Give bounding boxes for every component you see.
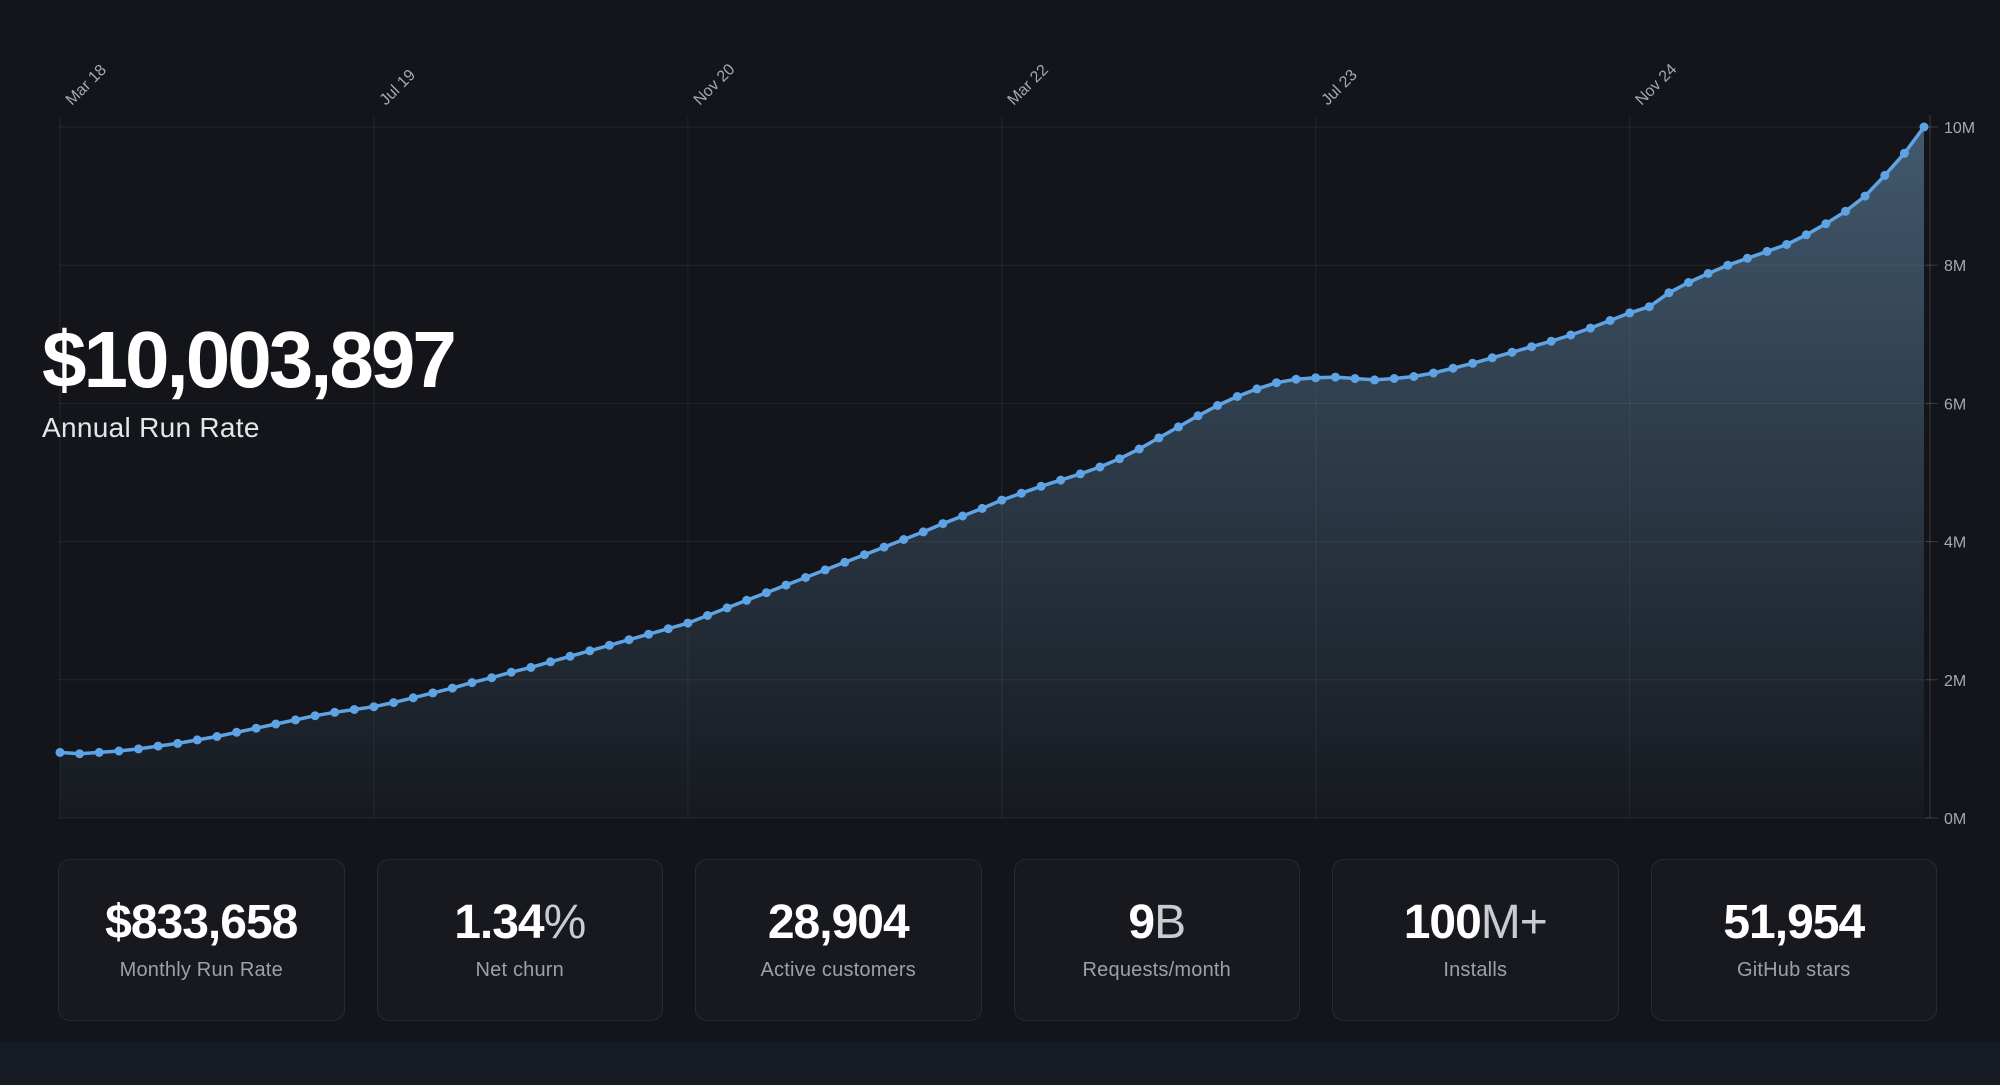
stat-value-number: 9	[1128, 895, 1155, 949]
svg-text:6M: 6M	[1944, 396, 1966, 413]
chart-x-axis-labels: Mar 18 Jul 19 Nov 20 Mar 22 Jul 23 Nov 24	[63, 61, 1681, 109]
stat-value-suffix: M+	[1480, 895, 1548, 949]
stat-value: 28,904	[767, 895, 910, 949]
chart-data-points	[55, 122, 1929, 759]
stat-value-number: 51,954	[1723, 895, 1865, 949]
stat-value-number: 28,904	[767, 895, 910, 949]
stat-value-number: 1.34	[454, 895, 544, 949]
stat-value: 100M+	[1403, 895, 1548, 949]
arr-headline-value: $10,003,897	[42, 315, 457, 404]
stat-label: Requests/month	[1082, 958, 1231, 981]
stat-label: GitHub stars	[1736, 958, 1851, 981]
svg-text:10M: 10M	[1944, 120, 1975, 137]
stat-card-requests-per-month: 9B Requests/month	[1013, 859, 1300, 1021]
stat-label: Net churn	[475, 958, 564, 981]
stat-value-number: 100	[1403, 895, 1482, 949]
svg-text:2M: 2M	[1944, 673, 1966, 690]
svg-text:8M: 8M	[1944, 258, 1966, 275]
svg-text:4M: 4M	[1944, 535, 1966, 552]
arr-headline: $10,003,897 Annual Run Rate	[42, 315, 457, 444]
stat-value: 9B	[1128, 895, 1186, 949]
svg-text:Jul 19: Jul 19	[377, 67, 419, 109]
stat-label: Monthly Run Rate	[119, 958, 283, 981]
stat-card-github-stars: 51,954 GitHub stars	[1650, 859, 1937, 1021]
chart-y-axis-labels: 0M 2M 4M 6M 8M 10M	[1944, 120, 1975, 828]
stat-label: Installs	[1443, 958, 1508, 981]
svg-text:Jul 23: Jul 23	[1319, 67, 1361, 109]
stat-value: $833,658	[105, 895, 298, 949]
stats-row: $833,658 Monthly Run Rate 1.34% Net chur…	[58, 859, 1937, 1021]
bottom-strip	[0, 1041, 2000, 1085]
chart-area-fill	[60, 127, 1924, 818]
svg-text:Nov 20: Nov 20	[691, 61, 739, 109]
svg-text:Mar 18: Mar 18	[63, 62, 110, 109]
stat-label: Active customers	[760, 958, 916, 981]
stat-card-installs: 100M+ Installs	[1332, 859, 1619, 1021]
stat-value-suffix: %	[543, 895, 587, 949]
stat-card-net-churn: 1.34% Net churn	[376, 859, 663, 1021]
svg-text:Mar 22: Mar 22	[1005, 62, 1052, 109]
stat-card-monthly-run-rate: $833,658 Monthly Run Rate	[58, 859, 345, 1021]
stat-card-active-customers: 28,904 Active customers	[695, 859, 982, 1021]
stat-value-number: $833,658	[105, 895, 298, 949]
svg-text:Nov 24: Nov 24	[1632, 61, 1680, 109]
stat-value: 1.34%	[454, 895, 587, 949]
svg-text:0M: 0M	[1944, 811, 1966, 828]
stat-value-suffix: B	[1154, 895, 1186, 949]
arr-headline-label: Annual Run Rate	[42, 412, 260, 443]
stat-value: 51,954	[1723, 895, 1865, 949]
